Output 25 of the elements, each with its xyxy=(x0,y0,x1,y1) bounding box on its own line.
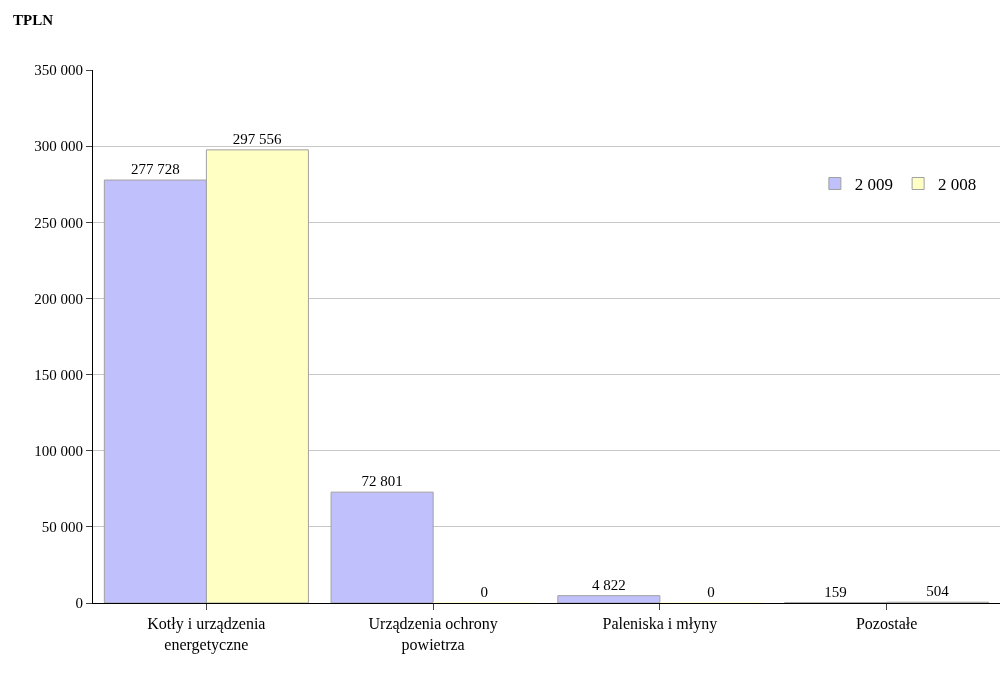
x-tick-label: Paleniska i młyny xyxy=(602,615,718,634)
legend-label: 2 009 xyxy=(854,175,894,195)
y-tick-label: 250 000 xyxy=(34,214,83,231)
x-tick-label: Kotły i urządzenia energetyczne xyxy=(147,615,266,654)
legend-label: 2 008 xyxy=(938,175,977,195)
data-label: 4 822 xyxy=(591,576,626,593)
data-label: 277 728 xyxy=(130,161,180,178)
y-tick-label: 50 000 xyxy=(41,519,83,536)
y-tick-label: 0 xyxy=(75,595,83,612)
x-tick-label: Urządzenia ochrony powietrza xyxy=(368,615,498,654)
data-label: 0 xyxy=(707,584,715,600)
y-tick-label: 150 000 xyxy=(34,366,83,383)
data-label: 504 xyxy=(926,583,950,600)
y-tick-label: 100 000 xyxy=(34,442,83,459)
bar xyxy=(557,595,661,603)
y-axis-title: TPLN xyxy=(13,12,54,28)
y-tick-label: 200 000 xyxy=(34,290,83,307)
data-label: 0 xyxy=(480,584,488,600)
data-label: 297 556 xyxy=(232,130,283,147)
y-tick-label: 300 000 xyxy=(34,138,83,155)
data-label: 72 801 xyxy=(361,473,403,490)
y-tick-label: 350 000 xyxy=(34,62,83,79)
bar xyxy=(330,491,434,603)
x-tick-label: Pozostałe xyxy=(855,615,918,633)
data-label: 159 xyxy=(824,583,847,600)
